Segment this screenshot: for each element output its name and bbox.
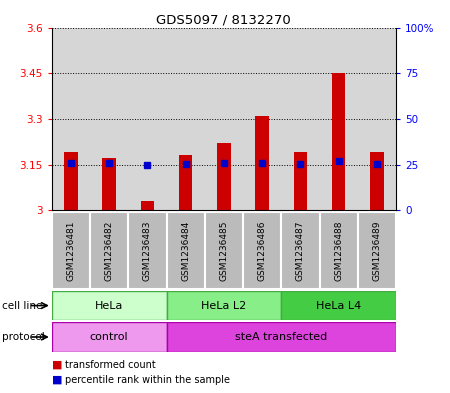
- Text: GSM1236487: GSM1236487: [296, 220, 305, 281]
- FancyBboxPatch shape: [166, 291, 281, 320]
- Text: percentile rank within the sample: percentile rank within the sample: [65, 375, 230, 385]
- Bar: [370, 152, 383, 210]
- Bar: [294, 152, 307, 210]
- FancyBboxPatch shape: [281, 212, 320, 289]
- Text: GSM1236489: GSM1236489: [373, 220, 382, 281]
- Bar: [320, 28, 358, 210]
- Bar: [166, 28, 205, 210]
- Text: GSM1236482: GSM1236482: [104, 220, 113, 281]
- Bar: [179, 156, 192, 210]
- Text: transformed count: transformed count: [65, 360, 156, 370]
- Text: GSM1236483: GSM1236483: [143, 220, 152, 281]
- FancyBboxPatch shape: [320, 212, 358, 289]
- Bar: [141, 201, 154, 210]
- Text: GSM1236481: GSM1236481: [67, 220, 76, 281]
- Text: HeLa L4: HeLa L4: [316, 301, 361, 310]
- Bar: [281, 28, 320, 210]
- Text: HeLa: HeLa: [95, 301, 123, 310]
- Bar: [103, 158, 116, 210]
- Text: GSM1236488: GSM1236488: [334, 220, 343, 281]
- Text: steA transfected: steA transfected: [235, 332, 328, 342]
- Text: ■: ■: [52, 375, 62, 385]
- Text: HeLa L2: HeLa L2: [201, 301, 247, 310]
- Text: control: control: [90, 332, 128, 342]
- Text: cell line: cell line: [2, 301, 43, 311]
- Bar: [256, 116, 269, 210]
- Text: GSM1236485: GSM1236485: [220, 220, 228, 281]
- Bar: [332, 73, 345, 210]
- Text: GSM1236484: GSM1236484: [181, 220, 190, 281]
- Bar: [64, 152, 77, 210]
- FancyBboxPatch shape: [52, 212, 90, 289]
- Bar: [90, 28, 128, 210]
- FancyBboxPatch shape: [90, 212, 128, 289]
- FancyBboxPatch shape: [128, 212, 166, 289]
- Bar: [243, 28, 281, 210]
- FancyBboxPatch shape: [243, 212, 281, 289]
- FancyBboxPatch shape: [166, 322, 396, 352]
- Bar: [52, 28, 90, 210]
- Title: GDS5097 / 8132270: GDS5097 / 8132270: [157, 13, 291, 26]
- FancyBboxPatch shape: [52, 322, 166, 352]
- FancyBboxPatch shape: [281, 291, 396, 320]
- FancyBboxPatch shape: [358, 212, 396, 289]
- FancyBboxPatch shape: [166, 212, 205, 289]
- Bar: [217, 143, 230, 210]
- Text: protocol: protocol: [2, 332, 45, 342]
- FancyBboxPatch shape: [205, 212, 243, 289]
- FancyBboxPatch shape: [52, 291, 166, 320]
- Bar: [128, 28, 166, 210]
- Bar: [358, 28, 396, 210]
- Text: ■: ■: [52, 360, 62, 370]
- Text: GSM1236486: GSM1236486: [257, 220, 266, 281]
- Bar: [205, 28, 243, 210]
